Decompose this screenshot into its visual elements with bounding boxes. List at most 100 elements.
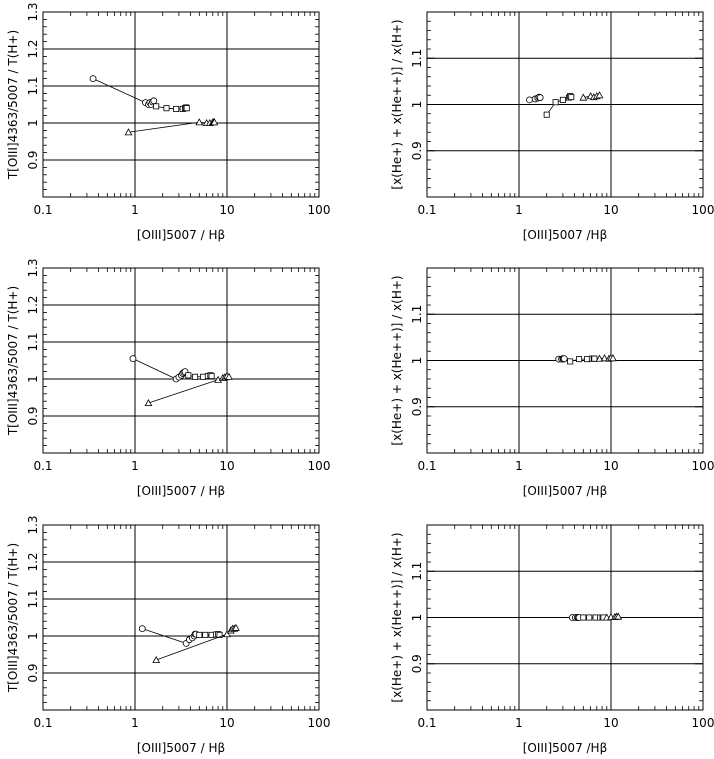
x-axis-label: [OIII]5007 /Hβ [523, 228, 608, 242]
y-axis-label: [x(He+) + x(He++)] / x(H+) [390, 275, 404, 445]
plot-frame [42, 267, 320, 454]
data-point-square [183, 105, 190, 112]
plot-frame [42, 11, 320, 198]
y-tick-label: 0.9 [410, 141, 424, 160]
y-tick-label: 1 [410, 614, 424, 622]
y-tick-label: 0.9 [26, 663, 40, 682]
chart-panel-2: 0.1 1 10 100 0.9 1 1.1 [OIII]5007 /Hβ [x(He+) + … [390, 11, 714, 242]
chart-panel-6: 0.1 1 10 100 0.9 1 1.1 [OIII]5007 /Hβ [x(He+) + … [390, 524, 714, 755]
x-tick-label: 0.1 [33, 716, 52, 730]
data-point-triangle [579, 93, 588, 101]
x-tick-label: 0.1 [33, 203, 52, 217]
data-point-triangle [223, 630, 231, 638]
data-point-square [559, 96, 566, 103]
x-tick-label: 1 [515, 716, 523, 730]
x-tick-label: 10 [603, 459, 618, 473]
y-tick-label: 1 [26, 632, 40, 640]
data-point-square [576, 356, 583, 363]
chart-panel-5: 0.1 1 10 100 0.9 1 1.1 1.2 1.3 [OIII]5007 / Hβ T[O… [6, 515, 330, 755]
data-point-square [185, 372, 192, 379]
data-point-triangle [124, 128, 133, 136]
y-tick-label: 1 [410, 101, 424, 109]
x-tick-label: 0.1 [417, 459, 436, 473]
x-tick-label: 10 [219, 459, 234, 473]
x-tick-label: 100 [308, 459, 331, 473]
data-point-square [567, 358, 574, 365]
data-point-triangle [195, 118, 204, 126]
data-point-triangle [614, 612, 623, 620]
x-tick-label: 100 [692, 716, 714, 730]
y-tick-label: 1.1 [26, 332, 40, 351]
data-point-triangle [232, 623, 240, 631]
y-tick-label: 1 [410, 357, 424, 365]
data-point-triangle [152, 656, 161, 664]
x-tick-label: 1 [131, 716, 139, 730]
x-tick-label: 1 [515, 203, 523, 217]
data-point-triangle [210, 118, 219, 126]
y-tick-label: 0.9 [26, 406, 40, 425]
data-point-triangle [600, 354, 609, 362]
x-tick-label: 1 [131, 459, 139, 473]
x-tick-label: 100 [308, 203, 331, 217]
data-point-square [591, 355, 598, 362]
data-point-triangle [144, 399, 153, 407]
data-point-circle [536, 94, 544, 101]
y-tick-label: 1.3 [26, 515, 40, 534]
y-axis-label: T[OIII]4363/5007 / T(H+) [6, 30, 20, 180]
y-tick-label: 1.1 [410, 49, 424, 68]
x-axis-label: [OIII]5007 / Hβ [137, 484, 225, 498]
y-tick-label: 1.1 [410, 305, 424, 324]
data-point-triangle [595, 91, 604, 99]
y-axis-label: [x(He+) + x(He++)] / x(H+) [390, 19, 404, 189]
y-axis-label: [x(He+) + x(He++)] / x(H+) [390, 532, 404, 702]
data-point-triangle [214, 375, 222, 383]
y-axis-label: T[OIII]4363/5007 / T(H+) [6, 543, 20, 693]
data-point-square [153, 103, 160, 110]
plot-frame [42, 524, 320, 711]
chart-panel-1: 0.1 1 10 100 0.9 1 1.1 1.2 1.3 [OIII]5007 / Hβ T[O… [6, 2, 330, 242]
data-point-square [586, 614, 593, 621]
data-point-triangle [225, 372, 233, 380]
y-axis-label: T[OIII]4363/5007 / T(H+) [6, 286, 20, 436]
y-tick-label: 0.9 [26, 150, 40, 169]
x-tick-label: 1 [515, 459, 523, 473]
data-point-square [208, 373, 215, 380]
y-tick-label: 1.2 [26, 295, 40, 314]
chart-panel-4: 0.1 1 10 100 0.9 1 1.1 [OIII]5007 /Hβ [x(He+) + … [390, 267, 714, 498]
data-point-square [163, 105, 170, 112]
data-point-square [216, 631, 223, 638]
x-tick-label: 10 [603, 203, 618, 217]
y-tick-label: 1 [26, 375, 40, 383]
x-axis-label: [OIII]5007 / Hβ [137, 228, 225, 242]
x-tick-label: 100 [308, 716, 331, 730]
y-tick-label: 1.2 [26, 552, 40, 571]
y-tick-label: 1.3 [26, 258, 40, 277]
x-tick-label: 100 [692, 459, 714, 473]
y-tick-label: 1.1 [26, 589, 40, 608]
x-tick-label: 0.1 [33, 459, 52, 473]
data-point-triangle [595, 354, 604, 362]
chart-panel-3: 0.1 1 10 100 0.9 1 1.1 1.2 1.3 [OIII]5007 / Hβ T[O… [6, 258, 330, 498]
data-point-circle [89, 75, 97, 82]
data-point-circle [150, 97, 158, 105]
x-axis-label: [OIII]5007 /Hβ [523, 484, 608, 498]
data-point-square [543, 111, 550, 118]
data-point-square [202, 631, 209, 638]
data-point-square [192, 373, 199, 380]
data-point-triangle [609, 354, 617, 362]
data-point-circle [526, 96, 533, 104]
x-tick-label: 100 [692, 203, 714, 217]
data-point-circle [138, 625, 146, 632]
data-point-square [552, 99, 559, 106]
data-point-square [173, 105, 180, 112]
y-tick-label: 0.9 [410, 397, 424, 416]
y-tick-label: 1 [26, 119, 40, 127]
y-tick-label: 1.1 [26, 76, 40, 95]
data-point-circle [129, 355, 137, 363]
x-tick-label: 1 [131, 203, 139, 217]
y-tick-label: 1.2 [26, 39, 40, 58]
data-point-square [196, 631, 203, 638]
x-axis-label: [OIII]5007 /Hβ [523, 741, 608, 755]
data-point-square [580, 614, 587, 621]
y-tick-label: 1.3 [26, 2, 40, 21]
